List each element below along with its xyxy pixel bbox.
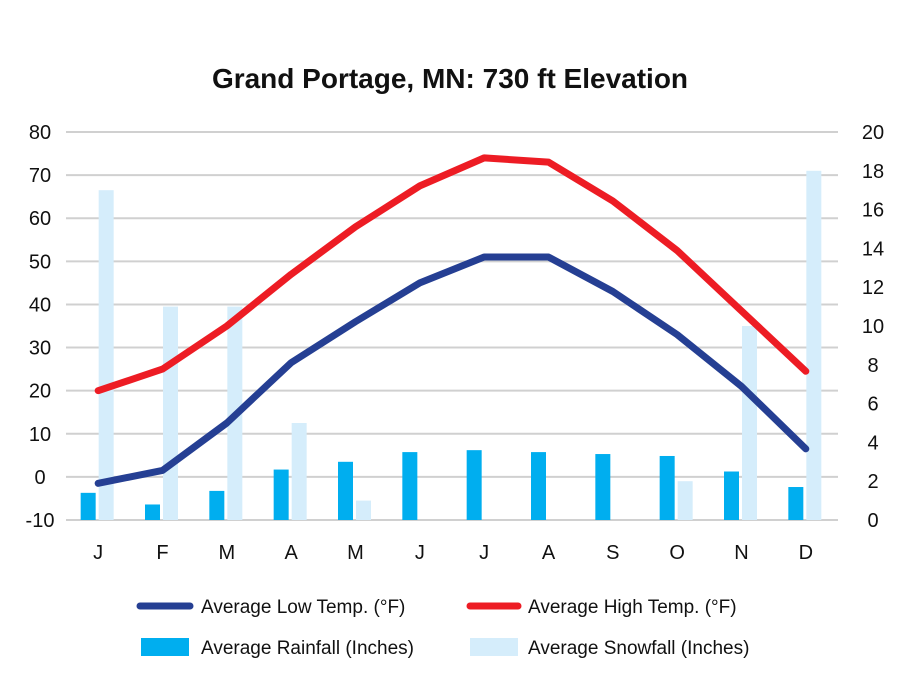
left-tick-label: 60 <box>29 208 51 230</box>
rainfall-bar <box>788 487 804 520</box>
x-tick-label: J <box>479 542 489 564</box>
rainfall-bar <box>80 492 96 520</box>
legend: Average Low Temp. (°F) Average High Temp… <box>136 597 749 659</box>
legend-item-rainfall: Average Rainfall (Inches) <box>141 638 414 659</box>
left-tick-label: 30 <box>29 338 51 360</box>
right-tick-label: 14 <box>862 238 884 260</box>
left-tick-label: 20 <box>29 381 51 403</box>
legend-item-snowfall: Average Snowfall (Inches) <box>470 638 749 659</box>
left-tick-label: 80 <box>29 122 51 144</box>
left-tick-label: -10 <box>26 510 55 532</box>
chart-title: Grand Portage, MN: 730 ft Elevation <box>212 63 688 94</box>
x-tick-label: O <box>669 542 685 564</box>
right-tick-label: 12 <box>862 277 884 299</box>
right-tick-label: 10 <box>862 316 884 338</box>
gridlines <box>66 131 838 521</box>
high-temp-line <box>94 154 810 395</box>
x-tick-label: A <box>542 542 556 564</box>
legend-label-rainfall: Average Rainfall (Inches) <box>201 638 414 659</box>
legend-item-high-temp: Average High Temp. (°F) <box>466 597 737 618</box>
rainfall-bar <box>145 504 160 520</box>
x-tick-label: S <box>606 542 619 564</box>
rainfall-bar <box>402 452 418 520</box>
x-tick-label: M <box>347 542 364 564</box>
left-tick-label: 50 <box>29 251 51 273</box>
rainfall-bar <box>531 452 546 520</box>
rainfall-bar <box>466 450 482 520</box>
snowfall-bar <box>677 481 693 520</box>
legend-label-snowfall: Average Snowfall (Inches) <box>528 638 749 659</box>
right-tick-label: 20 <box>862 122 884 144</box>
right-tick-label: 4 <box>867 432 878 454</box>
right-tick-label: 0 <box>867 510 878 532</box>
rainfall-bar <box>595 454 611 520</box>
x-tick-label: J <box>415 542 425 564</box>
legend-label-high-temp: Average High Temp. (°F) <box>528 597 737 618</box>
x-tick-label: F <box>156 542 168 564</box>
snowfall-bar <box>742 326 757 520</box>
right-tick-label: 16 <box>862 200 884 222</box>
snowfall-bar <box>291 423 307 520</box>
x-tick-label: D <box>799 542 813 564</box>
rainfall-bar <box>273 469 289 520</box>
left-tick-label: 10 <box>29 424 51 446</box>
rainfall-bar <box>209 490 225 520</box>
snowfall-bar <box>98 190 114 520</box>
right-tick-label: 2 <box>867 471 878 493</box>
legend-swatch-rainfall <box>141 638 189 656</box>
x-tick-label: M <box>218 542 235 564</box>
x-tick-label: N <box>734 542 748 564</box>
snowfall-bar <box>163 306 178 520</box>
right-tick-label: 18 <box>862 161 884 183</box>
left-tick-label: 70 <box>29 165 51 187</box>
rainfall-bar <box>338 461 353 520</box>
left-axis-ticks: 80 70 60 50 40 30 20 10 0 -10 <box>26 122 55 532</box>
left-tick-label: 40 <box>29 294 51 316</box>
legend-item-low-temp: Average Low Temp. (°F) <box>136 597 405 618</box>
right-tick-label: 8 <box>867 355 878 377</box>
snowfall-bar <box>806 170 822 521</box>
rainfall-bar <box>659 455 675 520</box>
left-tick-label: 0 <box>34 467 45 489</box>
low-temp-line <box>94 253 810 487</box>
right-tick-label: 6 <box>867 394 878 416</box>
x-tick-label: A <box>284 542 298 564</box>
snowfall-bar <box>356 500 371 520</box>
legend-label-low-temp: Average Low Temp. (°F) <box>201 597 405 618</box>
x-tick-label: J <box>93 542 103 564</box>
line-series <box>94 154 810 487</box>
rainfall-bar <box>724 471 739 520</box>
legend-swatch-snowfall <box>470 638 518 656</box>
